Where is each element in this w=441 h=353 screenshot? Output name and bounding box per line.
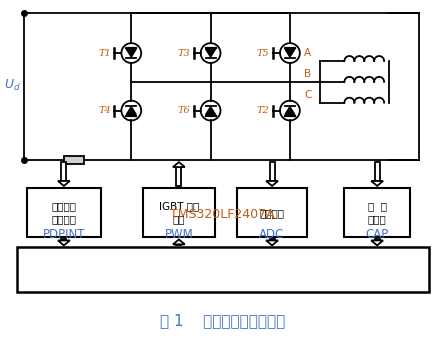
Polygon shape	[173, 239, 185, 244]
Text: T6: T6	[177, 106, 190, 115]
FancyBboxPatch shape	[237, 188, 307, 238]
Polygon shape	[206, 49, 216, 57]
Polygon shape	[206, 107, 216, 114]
Polygon shape	[285, 107, 295, 114]
Polygon shape	[176, 167, 181, 186]
Text: T4: T4	[98, 106, 111, 115]
Text: C: C	[304, 90, 311, 100]
Polygon shape	[371, 240, 383, 245]
Text: 传感器: 传感器	[368, 215, 386, 225]
FancyBboxPatch shape	[27, 188, 101, 238]
Polygon shape	[371, 181, 383, 186]
Polygon shape	[173, 162, 185, 167]
Text: T3: T3	[177, 49, 190, 58]
Text: IGBT 驱动: IGBT 驱动	[159, 201, 199, 211]
Polygon shape	[285, 49, 295, 57]
Text: TMS320LF2407A: TMS320LF2407A	[170, 208, 275, 221]
Text: CAP: CAP	[366, 228, 389, 241]
Polygon shape	[61, 239, 66, 240]
Polygon shape	[176, 244, 181, 245]
Text: 电流检测: 电流检测	[260, 208, 284, 218]
Polygon shape	[375, 239, 380, 240]
Polygon shape	[266, 181, 278, 186]
Text: $U_d$: $U_d$	[4, 78, 21, 93]
FancyBboxPatch shape	[64, 156, 84, 164]
FancyBboxPatch shape	[17, 247, 429, 292]
FancyBboxPatch shape	[344, 188, 410, 238]
Text: PWM: PWM	[164, 228, 193, 241]
Polygon shape	[269, 239, 275, 240]
Polygon shape	[126, 107, 136, 114]
Text: PDPINT: PDPINT	[43, 228, 85, 241]
Polygon shape	[58, 240, 70, 245]
Text: 图 1    控制系统硬件结构图: 图 1 控制系统硬件结构图	[160, 313, 285, 328]
Polygon shape	[61, 162, 66, 181]
FancyBboxPatch shape	[143, 188, 215, 238]
Polygon shape	[126, 49, 136, 57]
Polygon shape	[266, 240, 278, 245]
Text: 保护电路: 保护电路	[51, 215, 76, 225]
Polygon shape	[269, 162, 275, 181]
Text: 位  置: 位 置	[368, 201, 387, 211]
Text: T2: T2	[257, 106, 269, 115]
Text: ADC: ADC	[259, 228, 285, 241]
Text: 电路: 电路	[172, 215, 185, 225]
Polygon shape	[375, 162, 380, 181]
Text: T1: T1	[98, 49, 111, 58]
Text: T5: T5	[257, 49, 269, 58]
Polygon shape	[58, 181, 70, 186]
Text: 电压电流: 电压电流	[51, 201, 76, 211]
Text: A: A	[304, 48, 311, 58]
Text: B: B	[304, 69, 311, 79]
